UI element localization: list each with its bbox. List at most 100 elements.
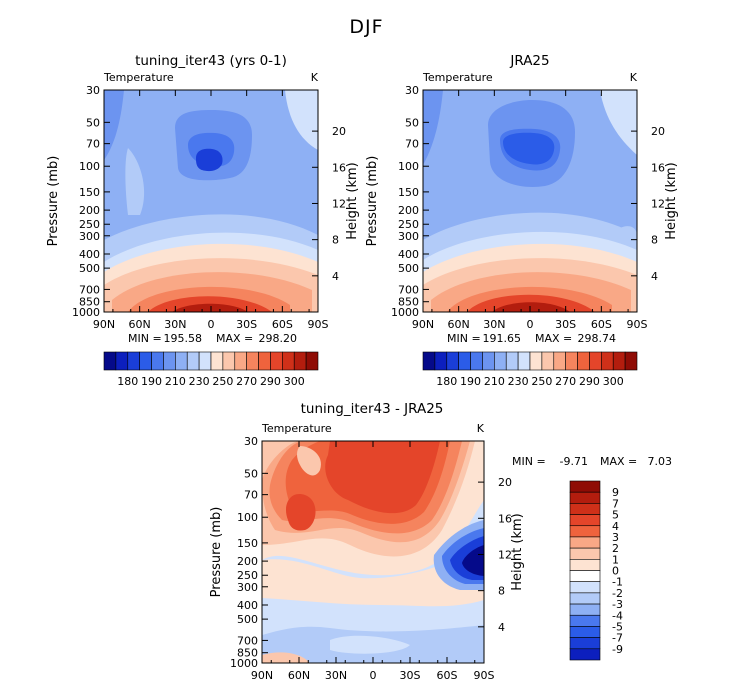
- colorbar-label: -5: [612, 620, 623, 633]
- panel-title: JRA25: [509, 53, 549, 69]
- panel-units-label: K: [477, 422, 485, 435]
- y-tick-label: 400: [79, 248, 100, 261]
- y-tick-label: 30: [86, 84, 100, 97]
- y-tick-label: 250: [237, 569, 258, 582]
- colorbar-swatch: [569, 525, 601, 538]
- y-tick-label: 850: [237, 647, 258, 660]
- colorbar-swatch: [624, 351, 638, 371]
- y-tick-label: 150: [398, 186, 419, 199]
- panel-units-label: K: [630, 71, 638, 84]
- y2-tick-label: 12: [498, 548, 512, 561]
- y2-tick-label: 12: [332, 197, 346, 210]
- colorbar-label: 250: [212, 375, 233, 388]
- y2-axis-title: Height (km): [510, 513, 525, 590]
- contour-band: [104, 90, 124, 160]
- figure-title: DJF: [349, 16, 384, 38]
- y-tick-label: 50: [244, 467, 258, 480]
- y-tick-label: 300: [398, 230, 419, 243]
- max-label: MAX =: [216, 332, 253, 345]
- x-tick-label: 90S: [627, 318, 648, 331]
- y-tick-label: 200: [398, 204, 419, 217]
- colorbar-swatch: [569, 503, 601, 515]
- colorbar-label: 180: [117, 375, 138, 388]
- y-tick-label: 1000: [391, 306, 419, 319]
- contour-band: [125, 148, 145, 215]
- contour-band: [297, 446, 321, 476]
- y-tick-label: 30: [405, 84, 419, 97]
- x-tick-label: 60N: [448, 318, 470, 331]
- y-tick-label: 70: [86, 138, 100, 151]
- max-value: 298.74: [578, 332, 617, 345]
- colorbar-swatch: [569, 648, 601, 661]
- colorbar-label: 270: [555, 375, 576, 388]
- y-tick-label: 70: [405, 138, 419, 151]
- colorbar-label: -9: [612, 643, 623, 656]
- y-tick-label: 150: [79, 186, 100, 199]
- colorbar-swatch: [569, 592, 601, 605]
- y2-tick-label: 16: [332, 161, 346, 174]
- colorbar-label: 190: [460, 375, 481, 388]
- y2-tick-label: 8: [332, 234, 339, 247]
- colorbar-label: 1: [612, 553, 619, 566]
- x-tick-label: 60N: [129, 318, 151, 331]
- colorbar-label: -3: [612, 598, 623, 611]
- y-tick-label: 70: [244, 489, 258, 502]
- colorbar-label: 7: [612, 497, 619, 510]
- x-tick-label: 0: [527, 318, 534, 331]
- y-axis-title: Pressure (mb): [365, 156, 380, 247]
- colorbar-swatch: [569, 559, 601, 571]
- contour-band: [503, 132, 555, 165]
- x-tick-label: 30N: [483, 318, 505, 331]
- x-tick-label: 90N: [93, 318, 115, 331]
- colorbar-label: 290: [579, 375, 600, 388]
- max-label: MAX =: [535, 332, 572, 345]
- colorbar-label: 210: [165, 375, 186, 388]
- min-value: 191.65: [483, 332, 522, 345]
- y-tick-label: 850: [79, 296, 100, 309]
- y-tick-label: 250: [398, 218, 419, 231]
- colorbar-label: 9: [612, 486, 619, 499]
- x-tick-label: 30S: [236, 318, 257, 331]
- x-tick-label: 60N: [288, 669, 310, 682]
- contour-band: [262, 652, 310, 663]
- y-tick-label: 400: [237, 599, 258, 612]
- x-tick-label: 90N: [412, 318, 434, 331]
- contour-band: [462, 545, 484, 576]
- panel-variable-label: Temperature: [261, 422, 332, 435]
- x-tick-label: 60S: [591, 318, 612, 331]
- colorbar-swatch: [569, 536, 601, 549]
- y-tick-label: 300: [79, 230, 100, 243]
- colorbar-label: 210: [484, 375, 505, 388]
- min-value: -9.71: [560, 455, 588, 468]
- colorbar-label: 180: [436, 375, 457, 388]
- x-tick-label: 60S: [272, 318, 293, 331]
- y-tick-label: 30: [244, 435, 258, 448]
- panel-units-label: K: [311, 71, 319, 84]
- min-label: MIN =: [512, 455, 546, 468]
- y2-tick-label: 20: [498, 476, 512, 489]
- y-tick-label: 150: [237, 537, 258, 550]
- max-label: MAX =: [600, 455, 637, 468]
- colorbar-label: 300: [603, 375, 624, 388]
- colorbar-label: -2: [612, 587, 623, 600]
- contour-band: [600, 90, 637, 155]
- contour-band: [262, 559, 484, 607]
- y2-tick-label: 16: [498, 512, 512, 525]
- colorbar-label: -1: [612, 576, 623, 589]
- colorbar-swatch: [569, 626, 601, 638]
- panel-title: tuning_iter43 - JRA25: [301, 401, 444, 417]
- y-tick-label: 500: [79, 262, 100, 275]
- panel-variable-label: Temperature: [103, 71, 174, 84]
- panel-variable-label: Temperature: [422, 71, 493, 84]
- colorbar-swatch: [569, 480, 601, 493]
- x-tick-label: 30S: [400, 669, 421, 682]
- colorbar-label: 290: [260, 375, 281, 388]
- max-value: 298.20: [259, 332, 298, 345]
- colorbar-swatch: [569, 514, 601, 527]
- y2-tick-label: 4: [651, 270, 658, 283]
- y-tick-label: 50: [86, 116, 100, 129]
- y-tick-label: 100: [237, 511, 258, 524]
